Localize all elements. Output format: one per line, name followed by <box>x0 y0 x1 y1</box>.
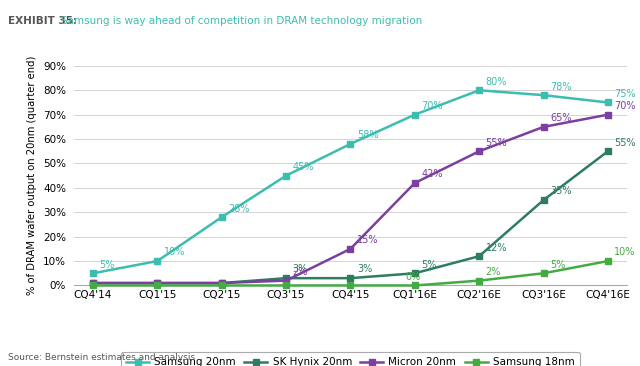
Text: 2%: 2% <box>292 267 308 277</box>
Text: 5%: 5% <box>99 259 115 270</box>
Text: 45%: 45% <box>292 162 314 172</box>
Text: 28%: 28% <box>228 203 250 213</box>
Text: 10%: 10% <box>164 247 185 257</box>
Text: 5%: 5% <box>421 259 436 270</box>
Text: 58%: 58% <box>357 130 378 140</box>
Text: Samsung is way ahead of competition in DRAM technology migration: Samsung is way ahead of competition in D… <box>61 16 422 26</box>
Text: 55%: 55% <box>614 138 636 147</box>
Text: EXHIBIT 35:: EXHIBIT 35: <box>8 16 77 26</box>
Text: 35%: 35% <box>550 186 572 197</box>
Text: 2%: 2% <box>486 267 501 277</box>
Text: 75%: 75% <box>614 89 636 99</box>
Text: 10%: 10% <box>614 247 636 257</box>
Text: 80%: 80% <box>486 76 507 87</box>
Text: Source: Bernstein estimates and analysis: Source: Bernstein estimates and analysis <box>8 352 195 362</box>
Text: 65%: 65% <box>550 113 572 123</box>
Text: 70%: 70% <box>614 101 636 111</box>
Text: 78%: 78% <box>550 82 572 92</box>
Text: 3%: 3% <box>292 265 308 274</box>
Text: 55%: 55% <box>486 138 508 147</box>
Text: 0%: 0% <box>405 272 420 282</box>
Legend: Samsung 20nm, SK Hynix 20nm, Micron 20nm, Samsung 18nm: Samsung 20nm, SK Hynix 20nm, Micron 20nm… <box>121 352 580 366</box>
Text: 5%: 5% <box>550 259 565 270</box>
Text: 3%: 3% <box>357 265 372 274</box>
Y-axis label: % of DRAM wafer output on 20nm (quarter end): % of DRAM wafer output on 20nm (quarter … <box>28 56 37 295</box>
Text: 12%: 12% <box>486 243 507 253</box>
Text: 70%: 70% <box>421 101 443 111</box>
Text: 42%: 42% <box>421 169 443 179</box>
Text: 15%: 15% <box>357 235 378 245</box>
